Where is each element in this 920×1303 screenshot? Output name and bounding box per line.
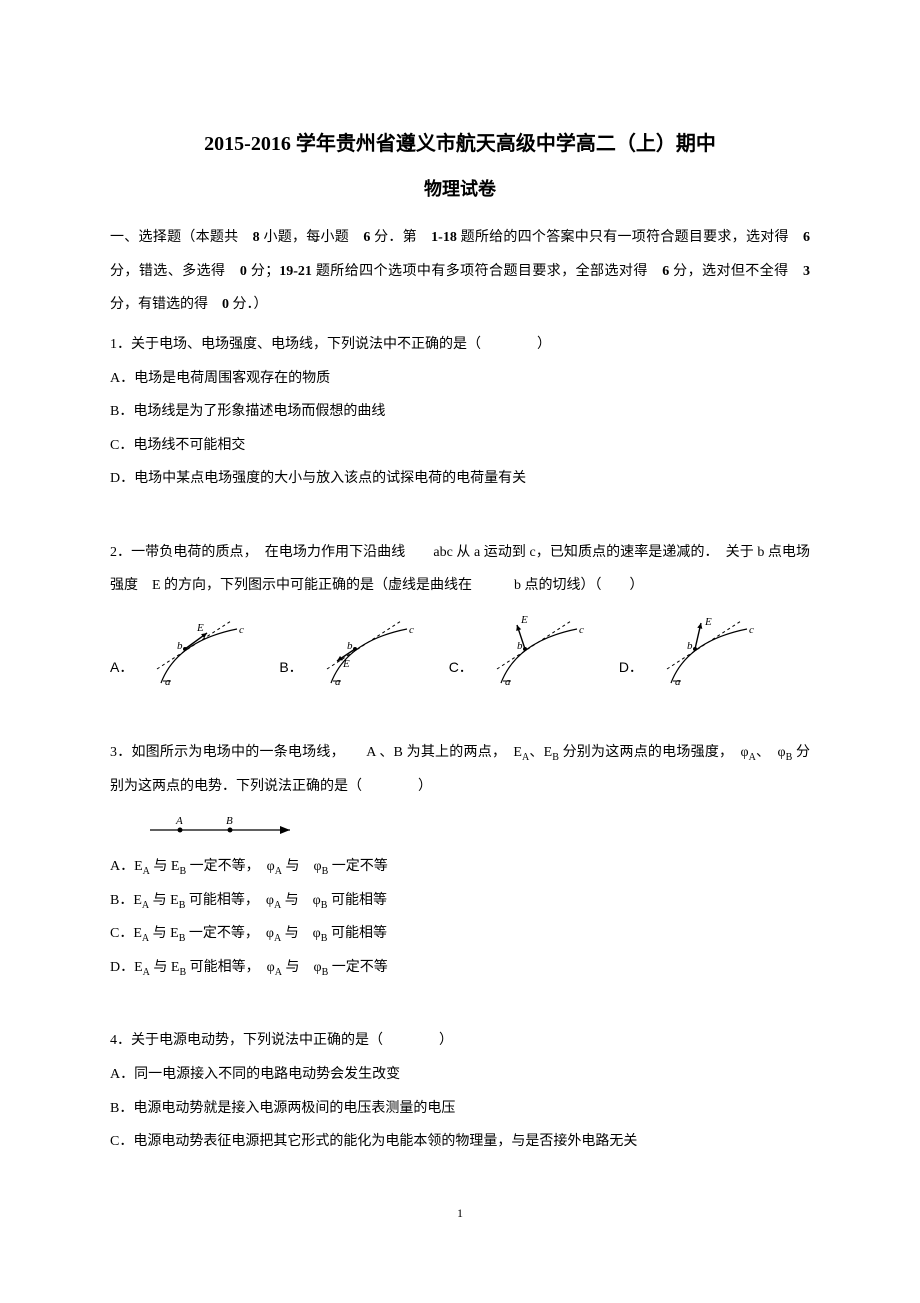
q3-stem: 3．如图所示为电场中的一条电场线， A 、B 为其上的两点， E A 、EB 分别为… <box>110 736 810 803</box>
q1-opt-d: D．电场中某点电场强度的大小与放入该点的试探电荷的电荷量有关 <box>110 462 810 496</box>
svg-text:a: a <box>675 676 681 688</box>
q3d-2: 可能相等， φ <box>186 960 275 975</box>
svg-text:a: a <box>335 676 341 688</box>
svg-text:c: c <box>409 624 414 636</box>
svg-text:B: B <box>226 815 233 827</box>
q3a-3: 与 φ <box>282 859 322 874</box>
instr-t0: 一、选择题（本题共 <box>110 230 253 245</box>
q3a-1: 与 E <box>150 859 180 874</box>
svg-text:b: b <box>177 640 183 652</box>
instr-b11: 19-21 <box>279 264 312 279</box>
svg-text:E: E <box>196 622 204 634</box>
q2-opt-b-label: B． <box>279 651 302 689</box>
q3-s4: 、 φ <box>756 745 786 760</box>
q3a-2: 一定不等， φ <box>186 859 275 874</box>
q3-s3: 分别为这两点的电场强度， φ <box>559 745 749 760</box>
q4-opt-c: C．电源电动势表征电源把其它形式的能化为电能本领的物理量，与是否接外电路无关 <box>110 1125 810 1159</box>
q1-opt-b: B．电场线是为了形象描述电场而假想的曲线 <box>110 395 810 429</box>
q3b-3: 与 φ <box>281 893 321 908</box>
q4-opt-b: B．电源电动势就是接入电源两极间的电压表测量的电压 <box>110 1092 810 1126</box>
instr-t14: 分，选对但不全得 <box>669 264 803 279</box>
q3d-s3: A <box>275 967 282 978</box>
page-number: 1 <box>110 1199 810 1228</box>
svg-text:E: E <box>704 616 712 628</box>
q3b-1: 与 E <box>149 893 179 908</box>
q2-options-row: A． a b c E B． a b c E C． a <box>110 611 810 689</box>
instr-t2: 小题，每小题 <box>260 230 364 245</box>
q3d-1: 与 E <box>150 960 180 975</box>
q2-stem: 2．一带负电荷的质点， 在电场力作用下沿曲线 abc 从 a 运动到 c，已知质… <box>110 536 810 603</box>
q3-opt-a: A．EA 与 EB 一定不等， φA 与 φB 一定不等 <box>110 850 810 884</box>
q3b-2: 可能相等， φ <box>185 893 274 908</box>
q3-s2: 、E <box>529 745 552 760</box>
q3c-3: 与 φ <box>281 926 321 941</box>
instr-t4: 分．第 <box>370 230 431 245</box>
q4-opt-a: A．同一电源接入不同的电路电动势会发生改变 <box>110 1058 810 1092</box>
instr-b7: 6 <box>803 230 810 245</box>
q2-opt-b: B． a b c E <box>279 611 418 689</box>
q3b-0: B．E <box>110 893 142 908</box>
q3-sub-b1: B <box>552 752 559 763</box>
q3-s1: 3．如图所示为电场中的一条电场线， A 、B 为其上的两点， E <box>110 745 522 760</box>
page-subtitle: 物理试卷 <box>110 168 810 211</box>
section-instructions: 一、选择题（本题共 8 小题，每小题 6 分．第 1-18 题所给的四个答案中只… <box>110 221 810 322</box>
q2-opt-c-label: C． <box>449 651 473 689</box>
svg-text:a: a <box>165 676 171 688</box>
svg-text:c: c <box>239 624 244 636</box>
q3d-3: 与 φ <box>282 960 322 975</box>
instr-t8: 分，错选、多选得 <box>110 264 240 279</box>
q2-fig-d: a b c E <box>649 611 759 689</box>
q3c-1: 与 E <box>149 926 179 941</box>
q2-opt-d: D． a b c E <box>619 611 759 689</box>
svg-text:c: c <box>749 624 754 636</box>
q1-opt-a: A．电场是电荷周围客观存在的物质 <box>110 362 810 396</box>
instr-b17: 0 <box>222 297 229 312</box>
instr-t10: 分； <box>247 264 279 279</box>
q3d-0: D．E <box>110 960 143 975</box>
exam-page: 2015-2016 学年贵州省遵义市航天高级中学高二（上）期中 物理试卷 一、选… <box>0 0 920 1268</box>
q1-stem: 1．关于电场、电场强度、电场线，下列说法中不正确的是（ ） <box>110 328 810 362</box>
instr-b5: 1-18 <box>431 230 457 245</box>
instr-b15: 3 <box>803 264 810 279</box>
q2-fig-b: a b c E <box>309 611 419 689</box>
q3-opt-b: B．EA 与 EB 可能相等， φA 与 φB 可能相等 <box>110 884 810 918</box>
q2-opt-d-label: D． <box>619 651 643 689</box>
q3c-0: C．E <box>110 926 142 941</box>
page-title: 2015-2016 学年贵州省遵义市航天高级中学高二（上）期中 <box>110 120 810 168</box>
q3-opt-c: C．EA 与 EB 一定不等， φA 与 φB 可能相等 <box>110 917 810 951</box>
q3d-s1: A <box>143 967 150 978</box>
svg-text:E: E <box>342 658 350 670</box>
q3a-0: A．E <box>110 859 143 874</box>
svg-text:a: a <box>505 676 511 688</box>
q3a-s1: A <box>143 866 150 877</box>
q3c-4: 可能相等 <box>327 926 387 941</box>
svg-text:b: b <box>687 640 693 652</box>
instr-t12: 题所给四个选项中有多项符合题目要求，全部选对得 <box>312 264 662 279</box>
q1-opt-c: C．电场线不可能相交 <box>110 429 810 463</box>
q2-opt-a-label: A． <box>110 651 133 689</box>
instr-t16: 分，有错选的得 <box>110 297 222 312</box>
svg-text:A: A <box>175 815 183 827</box>
instr-t6: 题所给的四个答案中只有一项符合题目要求，选对得 <box>457 230 803 245</box>
q3-fieldline-svg: A B <box>140 812 310 842</box>
q2-opt-c: C． a b c E <box>449 611 589 689</box>
q3-figure: A B <box>140 812 810 842</box>
q3-opt-d: D．EA 与 EB 可能相等， φA 与 φB 一定不等 <box>110 951 810 985</box>
q4-stem: 4．关于电源电动势，下列说法中正确的是（ ） <box>110 1024 810 1058</box>
q2-fig-a: a b c E <box>139 611 249 689</box>
q3-sub-a2: A <box>749 752 756 763</box>
instr-t18: 分．） <box>229 297 268 312</box>
q3a-4: 一定不等 <box>328 859 388 874</box>
svg-text:c: c <box>579 624 584 636</box>
q3b-4: 可能相等 <box>327 893 387 908</box>
q3c-2: 一定不等， φ <box>185 926 274 941</box>
q3a-s3: A <box>275 866 282 877</box>
instr-b1: 8 <box>253 230 260 245</box>
q2-fig-c: a b c E <box>479 611 589 689</box>
q2-opt-a: A． a b c E <box>110 611 249 689</box>
instr-b9: 0 <box>240 264 247 279</box>
q3d-4: 一定不等 <box>328 960 388 975</box>
svg-text:E: E <box>520 614 528 626</box>
